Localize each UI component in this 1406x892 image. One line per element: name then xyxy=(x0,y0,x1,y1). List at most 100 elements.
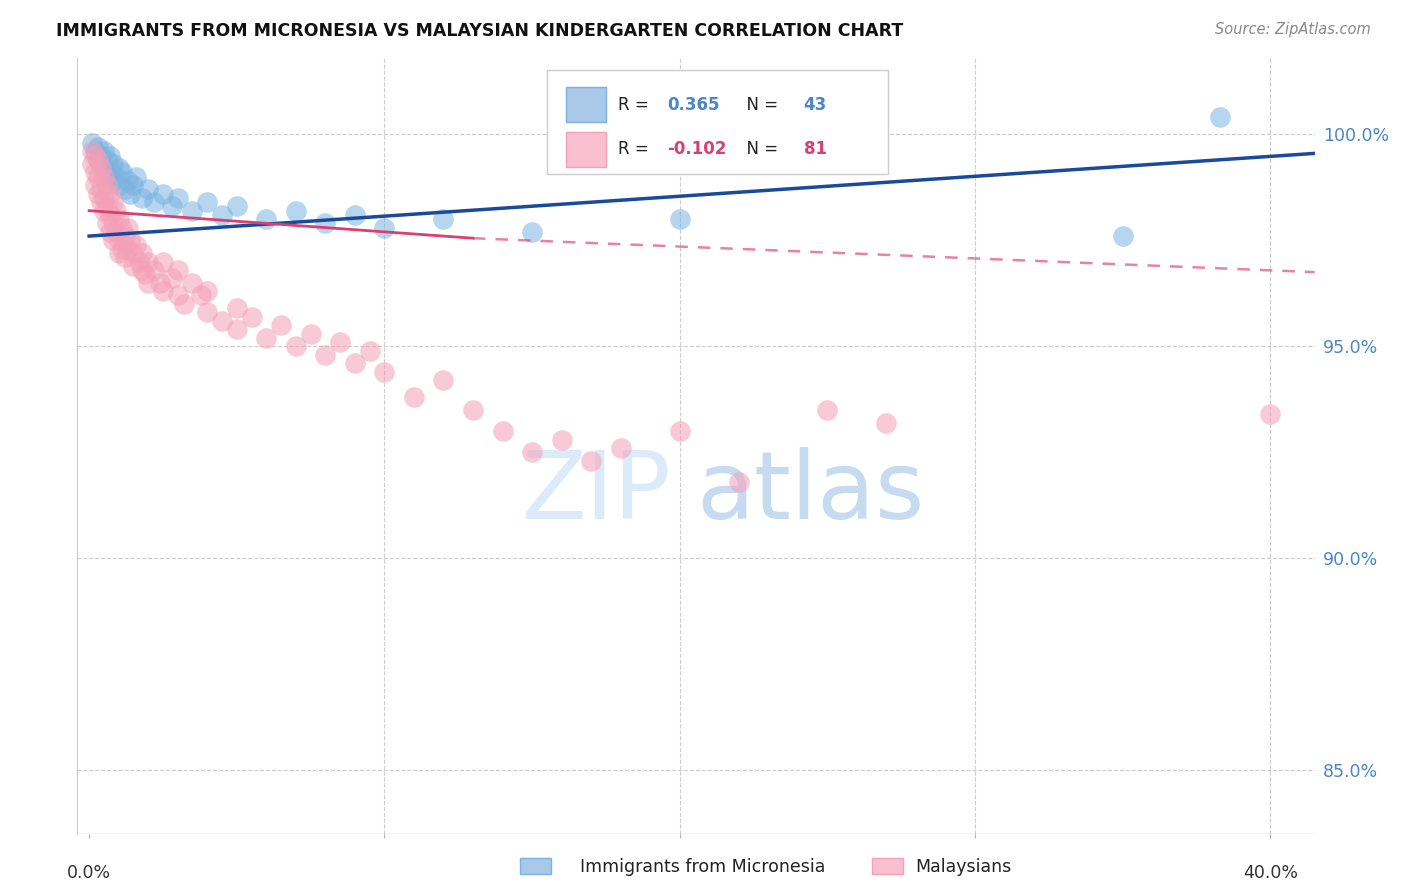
Point xyxy=(579,454,602,468)
Point xyxy=(120,233,142,247)
Point xyxy=(131,246,153,260)
Bar xyxy=(520,858,551,874)
Point xyxy=(136,182,159,196)
Text: 0.365: 0.365 xyxy=(668,95,720,113)
Point xyxy=(93,161,115,176)
Point xyxy=(668,212,690,227)
Point xyxy=(211,208,233,222)
Point xyxy=(120,186,142,201)
Point xyxy=(190,288,212,302)
Point xyxy=(98,208,121,222)
Point xyxy=(82,145,104,159)
Point xyxy=(98,225,121,239)
Point xyxy=(195,195,218,210)
Point xyxy=(166,288,188,302)
Point xyxy=(284,339,307,353)
Point xyxy=(550,433,572,447)
Point xyxy=(299,326,322,341)
Point xyxy=(181,276,204,290)
Point xyxy=(815,403,838,417)
Point xyxy=(90,161,112,176)
Text: Immigrants from Micronesia: Immigrants from Micronesia xyxy=(581,858,825,876)
Point xyxy=(149,276,172,290)
Text: N =: N = xyxy=(735,140,783,158)
Point xyxy=(82,157,104,171)
Point xyxy=(111,242,134,256)
Text: R =: R = xyxy=(619,140,654,158)
Point xyxy=(98,148,121,162)
Point xyxy=(96,153,118,167)
Point xyxy=(84,165,107,179)
Point xyxy=(101,195,124,210)
Point xyxy=(87,169,110,184)
Point xyxy=(90,148,112,162)
Point xyxy=(143,195,166,210)
Text: 0.0%: 0.0% xyxy=(67,863,111,881)
Point xyxy=(160,271,183,285)
Point xyxy=(96,169,118,184)
Point xyxy=(90,195,112,210)
Point xyxy=(240,310,263,324)
FancyBboxPatch shape xyxy=(547,70,887,175)
Point xyxy=(727,475,749,489)
Point xyxy=(1209,111,1232,125)
Point xyxy=(136,254,159,268)
Text: Malaysians: Malaysians xyxy=(915,858,1011,876)
Point xyxy=(114,182,136,196)
Point xyxy=(329,335,352,350)
Point xyxy=(107,161,129,176)
Point xyxy=(343,208,366,222)
Bar xyxy=(567,132,606,167)
Point xyxy=(254,331,277,345)
Point xyxy=(101,216,124,230)
Point xyxy=(225,301,247,315)
Point xyxy=(461,403,484,417)
Point xyxy=(90,157,112,171)
Text: atlas: atlas xyxy=(696,447,924,539)
Point xyxy=(114,229,136,244)
Point xyxy=(432,212,454,227)
Text: ZIP: ZIP xyxy=(522,447,671,539)
Point xyxy=(111,165,134,179)
Point xyxy=(122,259,145,273)
Point xyxy=(101,157,124,171)
Point xyxy=(195,305,218,319)
Point xyxy=(111,220,134,235)
Point xyxy=(254,212,277,227)
Point xyxy=(104,169,127,184)
Text: N =: N = xyxy=(735,95,783,113)
Bar xyxy=(872,858,903,874)
Point xyxy=(668,424,690,438)
Point xyxy=(152,254,174,268)
Point xyxy=(101,174,124,188)
Point xyxy=(152,186,174,201)
Point xyxy=(107,212,129,227)
Point xyxy=(1258,407,1281,421)
Point xyxy=(173,297,195,311)
Point xyxy=(93,145,115,159)
Point xyxy=(166,263,188,277)
Point xyxy=(270,318,292,333)
Point xyxy=(84,148,107,162)
Text: -0.102: -0.102 xyxy=(668,140,727,158)
Point xyxy=(82,136,104,150)
Point xyxy=(225,322,247,336)
Point xyxy=(98,165,121,179)
Point xyxy=(104,203,127,218)
Point xyxy=(87,153,110,167)
Point xyxy=(98,186,121,201)
Point xyxy=(93,169,115,184)
Point xyxy=(520,225,543,239)
Bar xyxy=(567,87,606,122)
Point xyxy=(114,250,136,264)
Point xyxy=(107,246,129,260)
Point xyxy=(166,191,188,205)
Point xyxy=(359,343,381,358)
Point xyxy=(131,263,153,277)
Point xyxy=(84,178,107,193)
Point xyxy=(143,263,166,277)
Point xyxy=(117,174,139,188)
Text: 40.0%: 40.0% xyxy=(1243,863,1298,881)
Point xyxy=(96,199,118,213)
Point xyxy=(211,314,233,328)
